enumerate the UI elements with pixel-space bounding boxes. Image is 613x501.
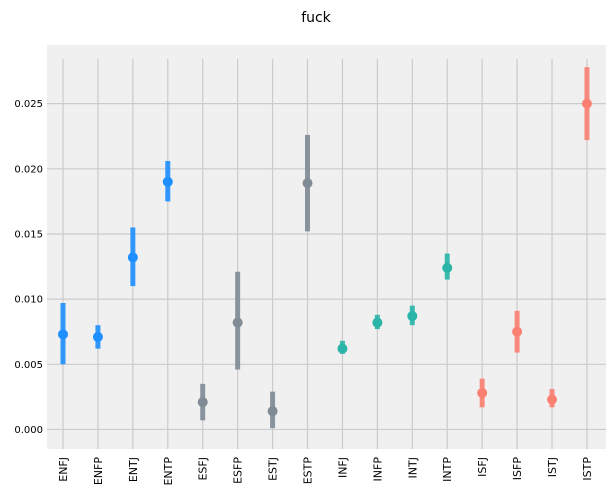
x-tick-label: ENTJ [127, 457, 140, 482]
x-tick-label: ENFP [92, 457, 105, 486]
x-tick-label: ESTJ [267, 457, 280, 481]
data-point [442, 262, 453, 273]
x-tick-label: ISFP [511, 457, 524, 481]
data-point [197, 397, 208, 408]
x-tick-label: INFJ [336, 457, 349, 478]
data-point [127, 252, 138, 263]
data-point [232, 317, 243, 328]
data-point [267, 406, 278, 417]
data-point [337, 343, 348, 354]
data-point [581, 98, 592, 109]
data-point [512, 326, 523, 337]
y-axis-ticks: 0.000 0.005 0.010 0.015 0.020 0.025 [14, 99, 43, 436]
x-tick-label: ESFP [232, 457, 245, 484]
y-tick-label: 0.005 [14, 360, 43, 371]
x-axis-ticks: ENFJ ENFP ENTJ ENTP ESFJ ESFP ESTJ ESTP INFJ INFP… [57, 457, 594, 486]
x-tick-label: ESTP [302, 457, 315, 485]
chart-title: fuck [301, 10, 331, 26]
data-points [58, 98, 592, 417]
x-tick-label: INFP [371, 457, 384, 482]
x-tick-label: ISFJ [476, 457, 489, 477]
data-point [302, 178, 313, 189]
data-point [477, 387, 488, 398]
x-tick-label: INTJ [406, 457, 419, 478]
data-point [92, 331, 103, 342]
data-point [372, 317, 383, 328]
data-point [547, 394, 558, 405]
x-tick-label: ENTP [162, 457, 175, 486]
x-tick-label: INTP [441, 457, 454, 482]
y-tick-label: 0.015 [14, 229, 43, 240]
x-tick-label: ENFJ [57, 457, 70, 482]
x-tick-label: ISTP [581, 457, 594, 481]
x-tick-label: ISTJ [546, 457, 559, 477]
y-tick-label: 0.020 [14, 164, 43, 175]
x-tick-label: ESFJ [197, 457, 210, 481]
y-tick-label: 0.010 [14, 295, 43, 306]
plot-background [47, 45, 606, 449]
data-point [58, 329, 68, 340]
y-tick-label: 0.025 [14, 99, 43, 110]
y-tick-label: 0.000 [14, 425, 43, 436]
data-point [162, 176, 173, 187]
data-point [407, 311, 418, 322]
